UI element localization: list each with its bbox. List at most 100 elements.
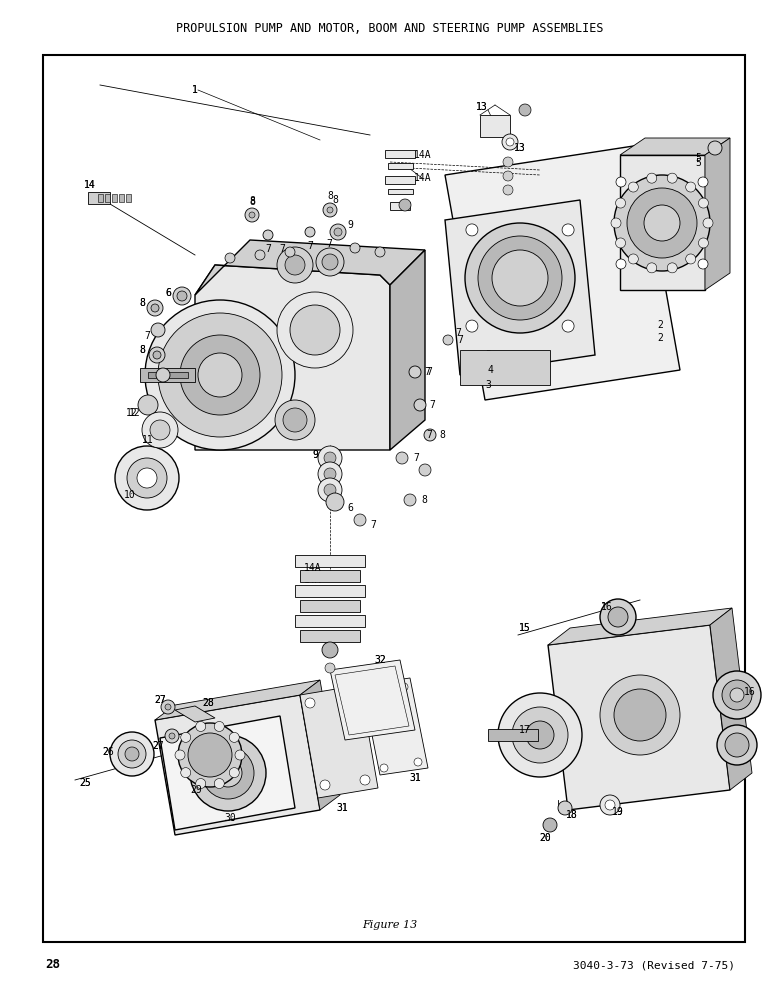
Bar [43,55,745,942]
Text: 9: 9 [347,220,353,230]
Text: 1: 1 [192,85,198,95]
Circle shape [118,740,146,768]
Text: 5: 5 [695,158,701,168]
Circle shape [283,408,307,432]
Polygon shape [620,138,730,155]
Text: 13: 13 [514,143,526,153]
Circle shape [698,177,708,187]
Text: 31: 31 [410,773,421,783]
Text: 28: 28 [202,698,214,708]
Text: 28: 28 [45,958,60,972]
Circle shape [562,224,574,236]
Circle shape [196,721,206,731]
Circle shape [165,729,179,743]
Text: 15: 15 [519,623,531,633]
Circle shape [667,263,677,273]
Text: 29: 29 [190,785,202,795]
Bar [105,194,110,202]
Circle shape [249,212,255,218]
Circle shape [399,199,411,211]
Circle shape [558,801,572,815]
Circle shape [151,323,165,337]
Text: 7: 7 [426,367,432,377]
Circle shape [285,255,305,275]
Circle shape [698,259,708,269]
Circle shape [324,452,336,464]
Circle shape [380,764,388,772]
Text: 3: 3 [485,350,491,360]
Text: 14A: 14A [304,575,322,585]
Text: 8: 8 [139,298,145,308]
Polygon shape [330,660,415,740]
Circle shape [614,689,666,741]
Circle shape [138,395,158,415]
Circle shape [198,353,242,397]
Text: 7: 7 [457,335,463,345]
Circle shape [149,347,165,363]
Text: 16: 16 [601,602,613,612]
Bar [140,368,195,382]
Circle shape [169,733,175,739]
Text: 30: 30 [224,813,236,823]
Circle shape [414,399,426,411]
Circle shape [327,207,333,213]
Circle shape [115,446,179,510]
Text: 10: 10 [124,490,136,500]
Circle shape [512,707,568,763]
Polygon shape [195,240,425,295]
Circle shape [318,446,342,470]
Bar [460,350,550,385]
Polygon shape [445,145,680,400]
Circle shape [318,478,342,502]
Circle shape [173,287,191,305]
Circle shape [616,177,626,187]
Text: 31: 31 [410,773,421,783]
Circle shape [667,173,677,183]
Text: 25: 25 [79,778,91,788]
Text: 27: 27 [152,741,164,751]
Polygon shape [195,265,390,450]
Polygon shape [390,250,425,450]
Text: 7: 7 [279,244,285,254]
Circle shape [316,248,344,276]
Circle shape [616,259,626,269]
Bar [488,729,538,741]
Text: 7: 7 [326,239,332,249]
Circle shape [698,198,708,208]
Circle shape [245,208,259,222]
Text: 27: 27 [154,695,166,705]
Circle shape [225,253,235,263]
Text: 8: 8 [249,196,255,206]
Text: 11: 11 [142,435,154,445]
Bar [300,570,360,582]
Text: 28: 28 [202,698,214,708]
Circle shape [323,203,337,217]
Polygon shape [705,138,730,290]
Text: 8: 8 [327,191,333,201]
Circle shape [322,254,338,270]
Bar [148,372,188,378]
Bar [300,600,360,612]
Circle shape [181,732,191,742]
Text: 13: 13 [476,102,488,112]
Circle shape [322,642,338,658]
Polygon shape [548,625,730,810]
Circle shape [318,462,342,486]
Circle shape [214,759,242,787]
Circle shape [730,688,744,702]
Text: 25: 25 [79,778,91,788]
Circle shape [156,368,170,382]
Polygon shape [710,608,752,790]
Circle shape [600,599,636,635]
Text: 26: 26 [102,747,114,757]
Text: 14A: 14A [414,173,432,183]
Circle shape [562,320,574,332]
Circle shape [125,747,139,761]
Text: 13: 13 [514,143,526,153]
Circle shape [605,800,615,810]
Text: 11: 11 [142,435,154,445]
Circle shape [443,335,453,345]
Circle shape [404,494,416,506]
Circle shape [175,750,185,760]
Circle shape [110,732,154,776]
